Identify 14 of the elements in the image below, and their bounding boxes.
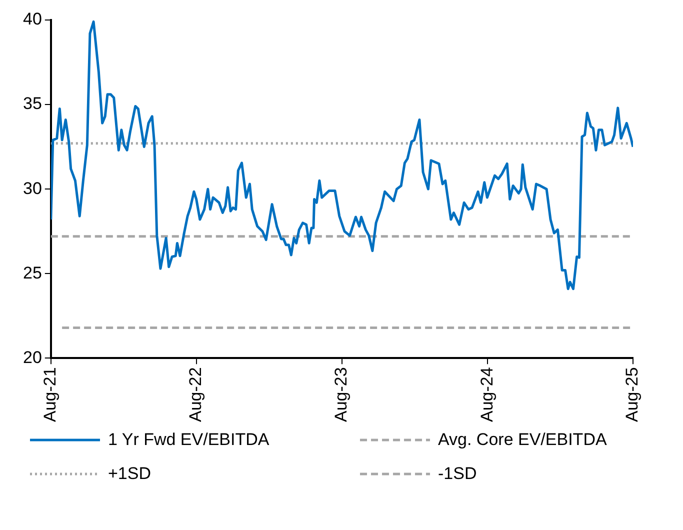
- x-tick-label: Aug-24: [477, 367, 496, 422]
- x-tick-label: Aug-21: [40, 367, 60, 422]
- y-tick-label: 25: [22, 263, 42, 282]
- x-tick-label: Aug-23: [331, 367, 350, 422]
- legend-label: -1SD: [438, 464, 477, 484]
- y-tick-label: 35: [22, 94, 42, 114]
- y-tick-label: 40: [22, 10, 42, 29]
- y-tick-label: 20: [22, 348, 42, 367]
- x-tick-label: Aug-25: [622, 367, 642, 422]
- legend-label: +1SD: [108, 464, 151, 484]
- legend-label: 1 Yr Fwd EV/EBITDA: [108, 430, 270, 450]
- x-tick-label: Aug-22: [186, 367, 206, 422]
- legend-label: Avg. Core EV/EBITDA: [438, 430, 607, 450]
- y-tick-label: 30: [22, 178, 42, 198]
